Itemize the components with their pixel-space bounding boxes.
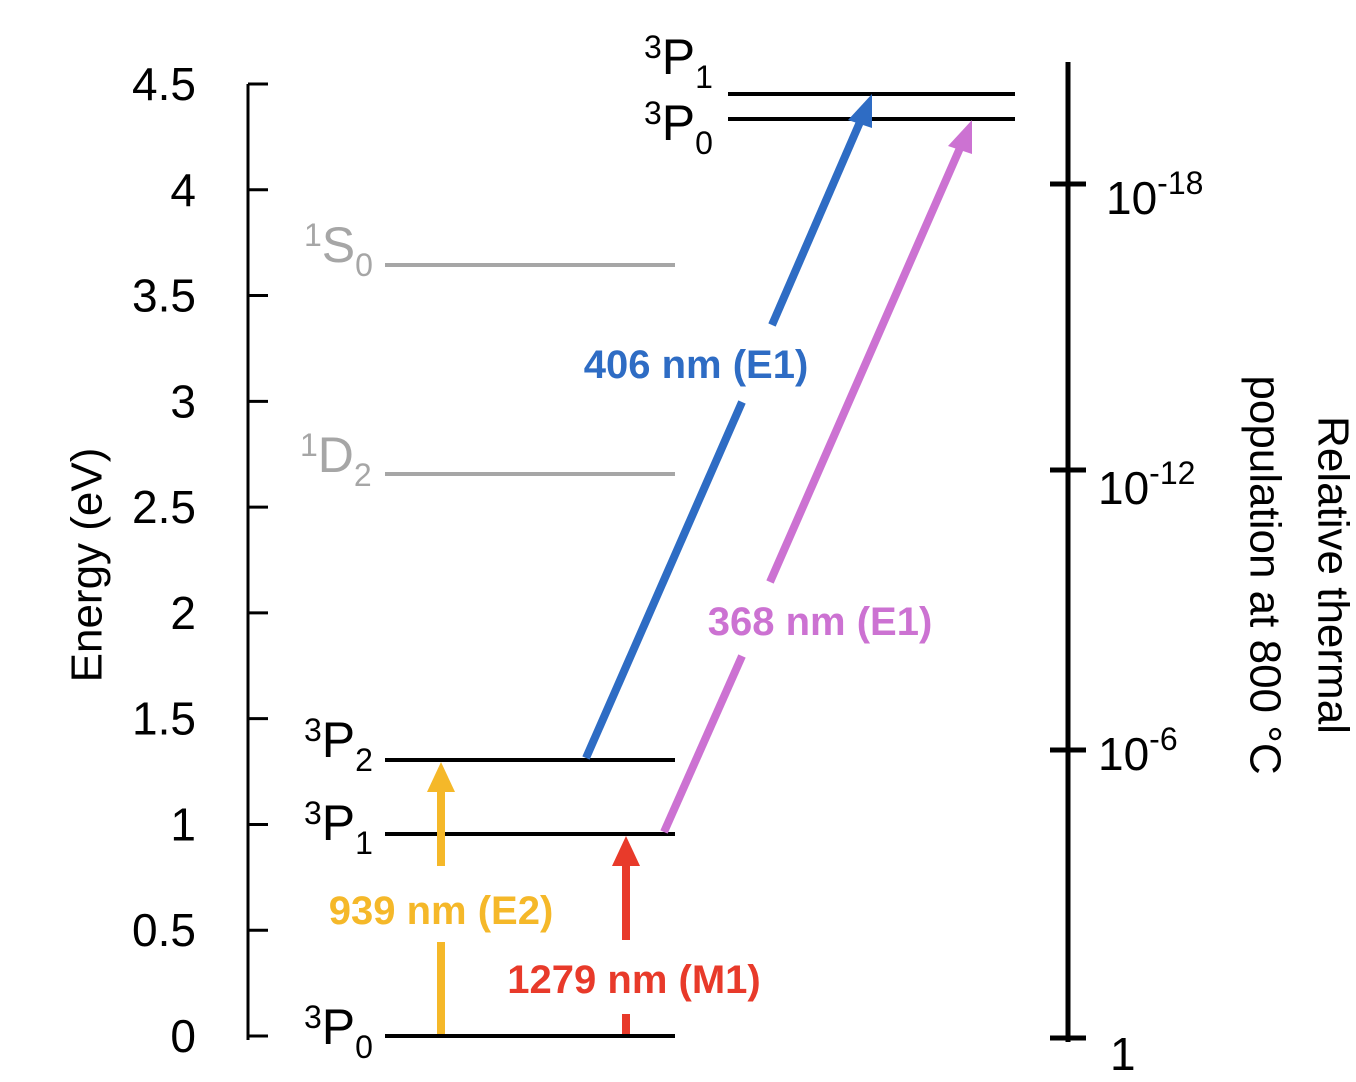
- transition-1279nm-arrowhead: [612, 836, 640, 866]
- upper-level-3P1-label: 3P1: [644, 29, 713, 95]
- transition-368nm-arrow-lower: [660, 654, 746, 834]
- level-1D2-label: 1D2: [300, 427, 372, 493]
- energy-tick-label: 3: [170, 375, 196, 427]
- transition-368nm-arrowhead: [948, 120, 972, 154]
- population-axis-title-line2: population at 800 °C: [1240, 375, 1289, 774]
- transition-939nm-arrowhead: [427, 762, 455, 792]
- transition-939nm: 939 nm (E2): [329, 762, 554, 1034]
- transition-406nm-arrow-upper: [768, 120, 864, 327]
- transition-406nm-arrowhead: [848, 94, 872, 128]
- transition-368nm-label: 368 nm (E1): [708, 600, 933, 644]
- transition-406nm-label: 406 nm (E1): [584, 343, 809, 387]
- transition-1279nm: 1279 nm (M1): [507, 836, 761, 1034]
- energy-tick-label: 2.5: [132, 481, 196, 533]
- energy-tick-label: 1.5: [132, 693, 196, 745]
- energy-axis-title: Energy (eV): [63, 448, 112, 683]
- population-tick-label: 10-12: [1098, 455, 1195, 514]
- population-tick-label: 10-18: [1106, 165, 1203, 224]
- transition-368nm-arrow-upper: [766, 146, 964, 584]
- energy-tick-label: 0.5: [132, 904, 196, 956]
- population-axis-title-line1: Relative thermal: [1308, 416, 1356, 734]
- transitions: 939 nm (E2) 1279 nm (M1) 406 nm (E1) 368…: [329, 94, 972, 1034]
- level-3P1-label: 3P1: [304, 795, 373, 861]
- energy-tick-label: 4: [170, 164, 196, 216]
- transition-1279nm-label: 1279 nm (M1): [507, 958, 760, 1002]
- transition-406nm: 406 nm (E1): [582, 94, 872, 760]
- left-levels: 1S0 1D2 3P2 3P1 3P0: [300, 217, 675, 1065]
- transition-939nm-label: 939 nm (E2): [329, 889, 554, 933]
- energy-tick-label: 1: [170, 798, 196, 850]
- level-3P0-label: 3P0: [304, 999, 373, 1065]
- energy-tick-label: 3.5: [132, 270, 196, 322]
- upper-level-3P0-label: 3P0: [644, 95, 713, 161]
- population-axis: 1 10-6 10-12 10-18 Relative thermal popu…: [1050, 62, 1356, 1080]
- energy-axis: 0 0.5 1 1.5 2 2.5 3 3.5 4 4.5 Energy (eV): [63, 58, 268, 1062]
- energy-tick-label: 0: [170, 1010, 196, 1062]
- energy-tick-label: 4.5: [132, 58, 196, 110]
- level-1S0-label: 1S0: [304, 217, 373, 283]
- energy-tick-label: 2: [170, 587, 196, 639]
- population-tick-label: 10-6: [1098, 721, 1178, 780]
- transition-406nm-arrow-lower: [582, 400, 746, 760]
- level-3P2-label: 3P2: [304, 712, 373, 778]
- transition-368nm: 368 nm (E1): [660, 120, 972, 834]
- population-tick-label: 1: [1110, 1028, 1136, 1080]
